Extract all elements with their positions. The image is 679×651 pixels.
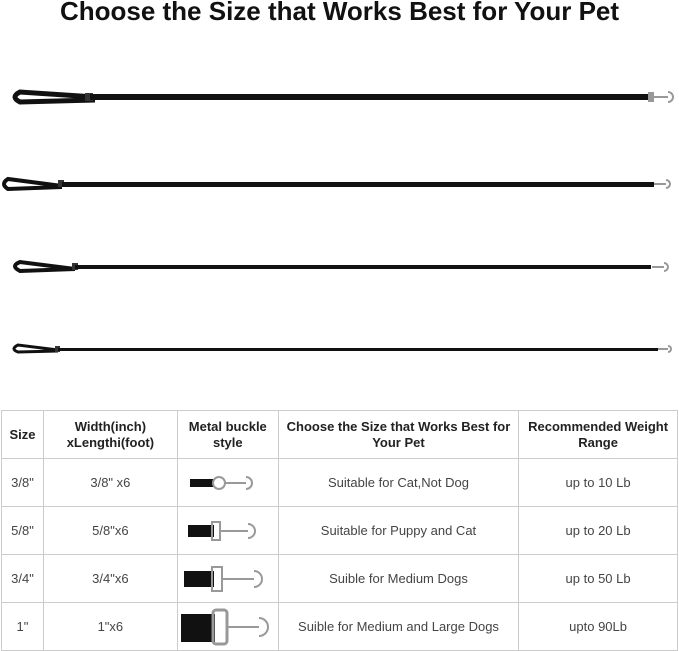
cell-suitability: Suible for Medium and Large Dogs (277, 602, 520, 651)
cell-dimensions: 1"x6 (42, 602, 178, 651)
table-row: 5/8" 5/8"x6 Suitable for Puppy and Cat u… (1, 506, 678, 555)
cell-dimensions: 3/8" x6 (42, 458, 178, 507)
header-weight: Recommended Weight Range (518, 410, 678, 459)
leash-illustrations (2, 89, 674, 354)
cell-weight: up to 50 Lb (518, 554, 678, 603)
cell-size: 3/8" (1, 458, 44, 507)
cell-size: 1" (1, 602, 44, 651)
leash-1-inch (12, 89, 674, 105)
leash-3-8-inch (12, 343, 672, 354)
table-header-row: Size Width(inch) xLengthi(foot) Metal bu… (1, 410, 678, 459)
cell-buckle (176, 506, 279, 555)
leash-3-4-inch (2, 176, 671, 192)
cell-suitability: Suitable for Cat,Not Dog (277, 458, 520, 507)
header-buckle: Metal buckle style (176, 410, 279, 459)
buckle-image (183, 565, 263, 592)
cell-suitability: Suitable for Puppy and Cat (277, 506, 520, 555)
table-row: 3/4" 3/4"x6 Suible for Medium Dogs up to… (1, 554, 678, 603)
table-row: 1" 1"x6 Suible for Medium and Large Dogs… (1, 602, 678, 651)
table-row: 3/8" 3/8" x6 Suitable for Cat,Not Dog up… (1, 458, 678, 507)
size-table: Size Width(inch) xLengthi(foot) Metal bu… (1, 410, 678, 651)
header-size: Size (1, 410, 44, 459)
cell-suitability: Suible for Medium Dogs (277, 554, 520, 603)
cell-buckle (176, 602, 279, 651)
cell-size: 3/4" (1, 554, 44, 603)
leash-5-8-inch (13, 259, 669, 274)
buckle-image (187, 520, 256, 541)
cell-weight: upto 90Lb (518, 602, 678, 651)
cell-buckle (176, 458, 279, 507)
cell-size: 5/8" (1, 506, 44, 555)
cell-dimensions: 5/8"x6 (42, 506, 178, 555)
buckle-image (189, 475, 253, 490)
cell-dimensions: 3/4"x6 (42, 554, 178, 603)
cell-buckle (176, 554, 279, 603)
cell-weight: up to 10 Lb (518, 458, 678, 507)
header-dimensions: Width(inch) xLengthi(foot) (42, 410, 178, 459)
cell-weight: up to 20 Lb (518, 506, 678, 555)
page-title: Choose the Size that Works Best for Your… (59, 0, 620, 26)
header-suitability: Choose the Size that Works Best for Your… (277, 410, 520, 459)
buckle-image (180, 608, 269, 645)
